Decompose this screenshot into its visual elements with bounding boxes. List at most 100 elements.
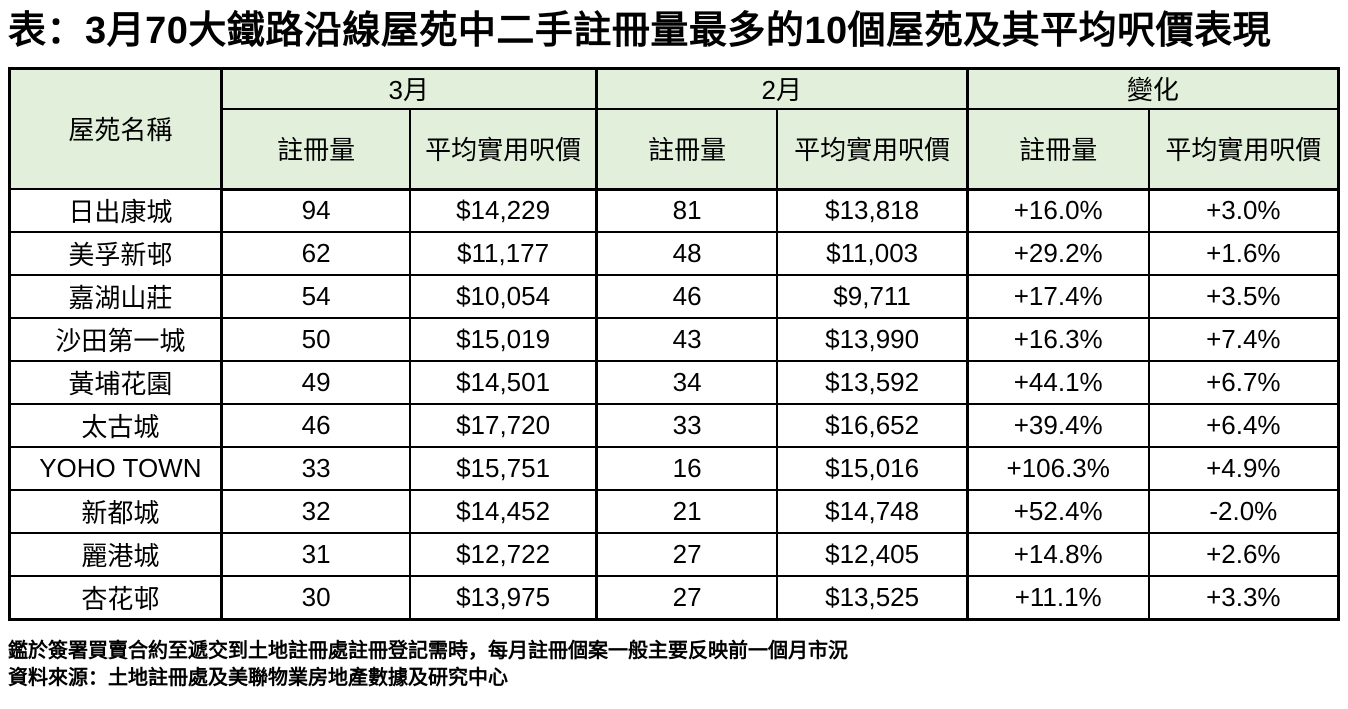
march-avg-price: $17,720 [409,403,598,448]
march-avg-price: $15,019 [409,317,598,362]
change-avg-price: +3.3% [1147,575,1340,620]
march-registrations: 30 [219,575,412,620]
table-row: 麗港城 31 $12,722 27 $12,405 +14.8% +2.6% [8,532,1340,577]
change-avg-price: +3.5% [1147,274,1340,319]
estate-name: 麗港城 [8,532,223,577]
march-avg-price: $14,501 [409,360,598,405]
march-avg-price: $10,054 [409,274,598,319]
february-avg-price: $12,405 [776,532,969,577]
estate-name: 沙田第一城 [8,317,223,362]
change-registrations: +39.4% [965,403,1150,448]
february-registrations: 81 [594,188,779,233]
february-avg-price: $13,525 [776,575,969,620]
march-avg-price: $15,751 [409,446,598,491]
february-registrations: 27 [594,532,779,577]
march-registrations: 62 [219,231,412,276]
change-avg-price: +7.4% [1147,317,1340,362]
march-registrations: 31 [219,532,412,577]
february-avg-price: $13,990 [776,317,969,362]
table-header: 屋苑名稱 3月 2月 變化 註冊量 平均實用呎價 註冊量 平均實用呎價 註冊量 … [8,67,1340,191]
estate-name: 嘉湖山莊 [8,274,223,319]
march-avg-price: $11,177 [409,231,598,276]
table-body: 日出康城 94 $14,229 81 $13,818 +16.0% +3.0% … [8,188,1340,620]
table-row: 黃埔花園 49 $14,501 34 $13,592 +44.1% +6.7% [8,360,1340,405]
estate-name: 黃埔花園 [8,360,223,405]
col-header-change-registrations: 註冊量 [965,108,1150,191]
march-registrations: 54 [219,274,412,319]
table-row: 嘉湖山莊 54 $10,054 46 $9,711 +17.4% +3.5% [8,274,1340,319]
change-avg-price: -2.0% [1147,489,1340,534]
february-registrations: 27 [594,575,779,620]
page: 表：3月70大鐵路沿線屋苑中二手註冊量最多的10個屋苑及其平均呎價表現 屋苑名稱… [8,10,1340,692]
col-group-february: 2月 [594,67,969,110]
change-registrations: +16.3% [965,317,1150,362]
february-registrations: 21 [594,489,779,534]
col-header-change-avg-price: 平均實用呎價 [1147,108,1340,191]
february-avg-price: $13,592 [776,360,969,405]
change-avg-price: +2.6% [1147,532,1340,577]
february-avg-price: $16,652 [776,403,969,448]
march-registrations: 50 [219,317,412,362]
february-avg-price: $15,016 [776,446,969,491]
table-row: 美孚新邨 62 $11,177 48 $11,003 +29.2% +1.6% [8,231,1340,276]
table-row: YOHO TOWN 33 $15,751 16 $15,016 +106.3% … [8,446,1340,491]
estate-name: 日出康城 [8,188,223,233]
february-registrations: 46 [594,274,779,319]
february-registrations: 34 [594,360,779,405]
change-registrations: +44.1% [965,360,1150,405]
estate-name: YOHO TOWN [8,446,223,491]
estate-registrations-table: 屋苑名稱 3月 2月 變化 註冊量 平均實用呎價 註冊量 平均實用呎價 註冊量 … [8,66,1340,621]
footnote-timing-disclaimer: 鑑於簽署買賣合約至遞交到土地註冊處註冊登記需時，每月註冊個案一般主要反映前一個月… [8,639,848,662]
estate-name: 新都城 [8,489,223,534]
col-header-estate-name: 屋苑名稱 [8,67,223,190]
february-registrations: 43 [594,317,779,362]
march-registrations: 49 [219,360,412,405]
table-row: 沙田第一城 50 $15,019 43 $13,990 +16.3% +7.4% [8,317,1340,362]
march-registrations: 32 [219,489,412,534]
change-registrations: +106.3% [965,446,1150,491]
march-avg-price: $14,229 [409,188,598,233]
march-registrations: 33 [219,446,412,491]
february-avg-price: $13,818 [776,188,969,233]
col-header-february-avg-price: 平均實用呎價 [776,108,969,191]
col-header-february-registrations: 註冊量 [594,108,779,191]
march-avg-price: $13,975 [409,575,598,620]
footnote-data-source: 資料來源：土地註冊處及美聯物業房地產數據及研究中心 [8,666,508,689]
change-avg-price: +3.0% [1147,188,1340,233]
change-registrations: +14.8% [965,532,1150,577]
table-row: 日出康城 94 $14,229 81 $13,818 +16.0% +3.0% [8,188,1340,233]
table-row: 太古城 46 $17,720 33 $16,652 +39.4% +6.4% [8,403,1340,448]
table-row: 新都城 32 $14,452 21 $14,748 +52.4% -2.0% [8,489,1340,534]
col-group-change: 變化 [965,67,1340,110]
change-avg-price: +6.7% [1147,360,1340,405]
february-registrations: 33 [594,403,779,448]
february-avg-price: $14,748 [776,489,969,534]
change-avg-price: +1.6% [1147,231,1340,276]
col-group-march: 3月 [219,67,598,110]
march-avg-price: $14,452 [409,489,598,534]
march-avg-price: $12,722 [409,532,598,577]
change-avg-price: +4.9% [1147,446,1340,491]
change-registrations: +16.0% [965,188,1150,233]
february-registrations: 16 [594,446,779,491]
header-sub-row: 註冊量 平均實用呎價 註冊量 平均實用呎價 註冊量 平均實用呎價 [10,108,1340,191]
march-registrations: 94 [219,188,412,233]
page-title: 表：3月70大鐵路沿線屋苑中二手註冊量最多的10個屋苑及其平均呎價表現 [8,10,1272,52]
change-avg-price: +6.4% [1147,403,1340,448]
table-row: 杏花邨 30 $13,975 27 $13,525 +11.1% +3.3% [8,575,1340,620]
february-registrations: 48 [594,231,779,276]
february-avg-price: $9,711 [776,274,969,319]
change-registrations: +11.1% [965,575,1150,620]
change-registrations: +17.4% [965,274,1150,319]
estate-name: 美孚新邨 [8,231,223,276]
col-header-march-avg-price: 平均實用呎價 [409,108,598,191]
change-registrations: +52.4% [965,489,1150,534]
col-header-march-registrations: 註冊量 [219,108,412,191]
estate-name: 太古城 [8,403,223,448]
march-registrations: 46 [219,403,412,448]
footnotes: 鑑於簽署買賣合約至遞交到土地註冊處註冊登記需時，每月註冊個案一般主要反映前一個月… [8,638,1340,692]
february-avg-price: $11,003 [776,231,969,276]
change-registrations: +29.2% [965,231,1150,276]
estate-name: 杏花邨 [8,575,223,620]
header-group-row: 屋苑名稱 3月 2月 變化 [8,67,1340,190]
